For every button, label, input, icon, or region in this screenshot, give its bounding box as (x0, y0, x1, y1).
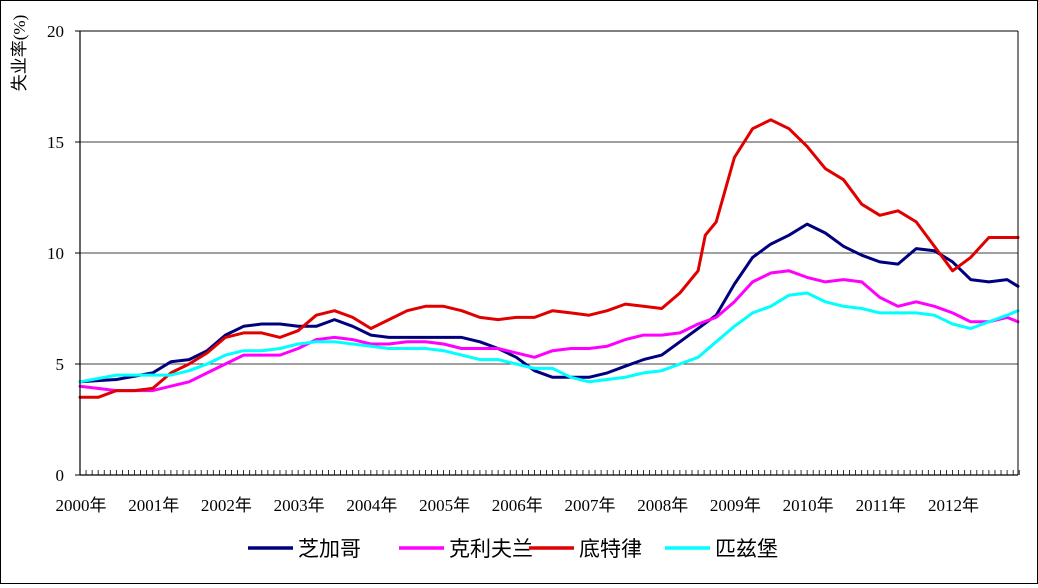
y-tick-label: 15 (47, 133, 64, 152)
y-tick-label: 20 (47, 22, 64, 41)
x-tick-label: 2011年 (856, 496, 906, 515)
series-line-3 (78, 118, 1020, 399)
x-tick-label: 2004年 (346, 496, 397, 515)
legend-label-1: 芝加哥 (298, 537, 361, 561)
y-tick-labels: 0 5 10 15 20 (47, 22, 64, 485)
legend-label-2: 克利夫兰 (449, 537, 533, 561)
y-axis-title: 失业率(%) (10, 15, 29, 91)
x-tick-labels: 2000年 2001年 2002年 2003年 2004年 2005年 2006年 2007年… (56, 496, 980, 515)
y-tick-label: 5 (56, 355, 65, 374)
legend-label-3: 底特律 (579, 537, 642, 561)
axes (75, 30, 1020, 476)
x-tick-label: 2005年 (419, 496, 470, 515)
y-tick-label: 10 (47, 244, 64, 263)
x-tick-label: 2006年 (492, 496, 543, 515)
legend-label-4: 匹兹堡 (715, 537, 778, 561)
legend: 芝加哥 克利夫兰 底特律 匹兹堡 (248, 537, 778, 561)
y-tick-label: 0 (56, 466, 65, 485)
series-line-4 (78, 291, 1020, 384)
x-tick-label: 2008年 (637, 496, 688, 515)
x-tick-label: 2001年 (128, 496, 179, 515)
x-tick-label: 2003年 (274, 496, 325, 515)
x-tick-label: 2009年 (710, 496, 761, 515)
series-line-2 (78, 269, 1020, 393)
x-tick-label: 2002年 (201, 496, 252, 515)
x-tick-label: 2012年 (928, 496, 979, 515)
x-tick-label: 2007年 (564, 496, 615, 515)
series-lines (78, 118, 1020, 399)
x-tick-label: 2010年 (783, 496, 834, 515)
x-tick-label: 2000年 (56, 496, 107, 515)
